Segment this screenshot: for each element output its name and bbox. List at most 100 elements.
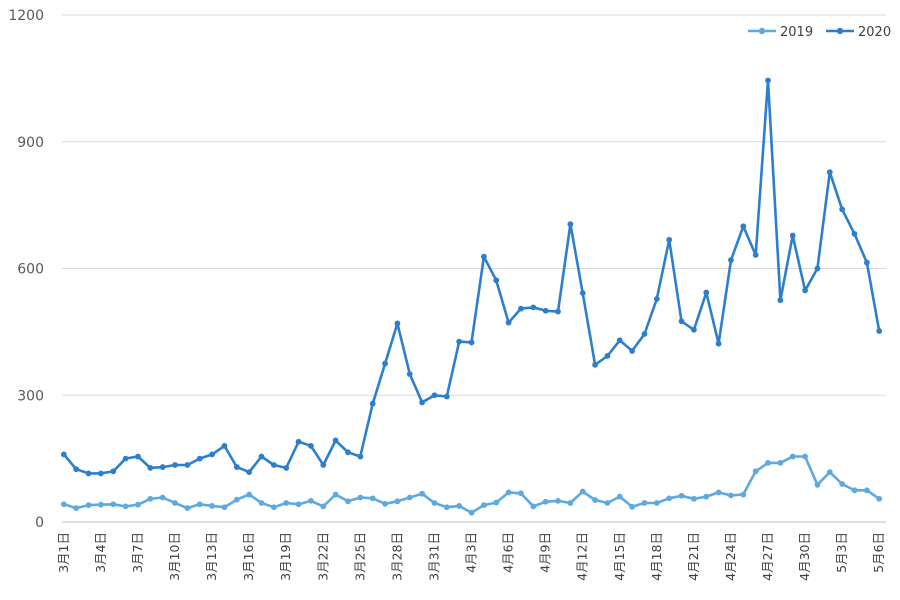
data-point-2020 <box>159 464 166 470</box>
data-point-2019 <box>851 487 858 494</box>
data-point-2019 <box>592 497 598 503</box>
data-point-2020 <box>456 338 463 345</box>
x-tick-label: 4月9日 <box>538 532 553 573</box>
data-point-2020 <box>332 437 339 444</box>
data-point-2020 <box>73 466 80 473</box>
x-tick-label: 3月7日 <box>130 532 145 573</box>
x-tick-label: 4月3日 <box>464 532 479 573</box>
legend: 2019 2020 <box>748 25 891 40</box>
data-point-2019 <box>110 501 117 508</box>
data-point-2019 <box>246 491 253 498</box>
data-point-2020 <box>85 470 92 477</box>
x-tick-label: 3月1日 <box>56 532 71 573</box>
data-point-2019 <box>690 495 697 502</box>
data-point-2020 <box>641 331 648 337</box>
data-point-2020 <box>653 296 660 302</box>
data-point-2020 <box>147 465 154 471</box>
data-point-2020 <box>480 253 487 260</box>
data-point-2019 <box>456 503 463 509</box>
data-point-2020 <box>98 470 104 477</box>
data-point-2020 <box>505 319 512 326</box>
x-tick-label: 4月24日 <box>723 532 738 581</box>
data-point-2019 <box>826 469 833 476</box>
x-tick-label: 4月30日 <box>797 532 812 581</box>
legend-item-2019: 2019 <box>748 25 813 40</box>
data-point-2019 <box>765 459 771 466</box>
data-point-2020 <box>382 360 388 367</box>
data-point-2019 <box>73 505 80 511</box>
data-point-2019 <box>518 490 524 497</box>
data-point-2020 <box>555 308 561 315</box>
data-point-2019 <box>752 468 759 475</box>
x-tick-label: 4月21日 <box>686 532 701 581</box>
data-point-2019 <box>172 500 178 506</box>
data-point-2019 <box>542 498 549 505</box>
data-point-2019 <box>653 500 660 506</box>
series-line-2020 <box>62 79 881 475</box>
data-point-2019 <box>332 491 339 498</box>
x-tick-label: 3月25日 <box>352 532 367 581</box>
data-point-2020 <box>60 451 67 458</box>
x-tick-label: 4月12日 <box>575 532 590 581</box>
data-point-2020 <box>851 230 858 237</box>
x-tick-label: 5月3日 <box>834 532 849 573</box>
x-tick-label: 3月16日 <box>241 532 256 581</box>
data-point-2020 <box>233 464 240 470</box>
data-point-2020 <box>814 265 821 272</box>
data-point-2020 <box>826 169 833 176</box>
data-point-2019 <box>98 501 104 508</box>
data-point-2020 <box>394 320 401 327</box>
data-point-2020 <box>752 252 759 258</box>
data-point-2019 <box>60 501 67 508</box>
x-tick-label: 4月6日 <box>501 532 516 573</box>
data-point-2020 <box>468 339 475 346</box>
data-point-2020 <box>715 340 722 347</box>
x-tick-label: 3月22日 <box>315 532 330 581</box>
grid-lines <box>62 14 886 523</box>
data-point-2020 <box>258 453 265 460</box>
data-point-2020 <box>666 236 673 243</box>
data-point-2019 <box>839 481 846 487</box>
x-tick-label: 3月31日 <box>426 532 441 581</box>
y-tick-label: 900 <box>17 135 44 151</box>
data-point-2019 <box>369 495 376 502</box>
y-tick-label: 0 <box>35 515 44 531</box>
data-point-2019 <box>184 505 191 511</box>
series-2020 <box>60 77 883 477</box>
data-point-2020 <box>616 337 623 344</box>
data-point-2020 <box>184 462 191 468</box>
data-point-2019 <box>443 504 450 511</box>
data-point-2019 <box>122 503 129 510</box>
x-tick-label: 4月15日 <box>612 532 627 581</box>
x-tick-label: 3月4日 <box>93 532 108 573</box>
data-point-2019 <box>567 500 574 506</box>
legend-label: 2019 <box>780 25 813 40</box>
data-point-2020 <box>295 438 302 445</box>
y-tick-label: 300 <box>17 388 44 404</box>
data-point-2019 <box>308 497 314 504</box>
x-tick-label: 5月6日 <box>871 532 886 573</box>
data-point-2019 <box>863 487 870 494</box>
data-point-2019 <box>283 500 290 506</box>
data-point-2020 <box>629 347 636 354</box>
data-point-2020 <box>592 361 598 368</box>
data-point-2019 <box>320 503 327 510</box>
data-point-2019 <box>468 509 475 516</box>
data-point-2020 <box>876 328 883 334</box>
data-point-2020 <box>765 77 771 84</box>
data-point-2020 <box>777 297 784 304</box>
data-point-2019 <box>357 494 364 501</box>
data-point-2019 <box>295 501 302 508</box>
x-tick-label: 3月13日 <box>204 532 219 581</box>
x-tick-label: 3月19日 <box>278 532 293 581</box>
x-tick-label: 3月10日 <box>167 532 182 581</box>
data-point-2020 <box>443 393 450 400</box>
data-point-2020 <box>283 465 290 471</box>
data-point-2020 <box>839 206 846 213</box>
data-point-2019 <box>345 498 351 505</box>
data-point-2019 <box>135 501 141 508</box>
data-point-2020 <box>740 223 747 230</box>
data-point-2019 <box>728 492 734 499</box>
legend-swatch-marker <box>836 27 844 35</box>
data-point-2020 <box>863 259 870 266</box>
